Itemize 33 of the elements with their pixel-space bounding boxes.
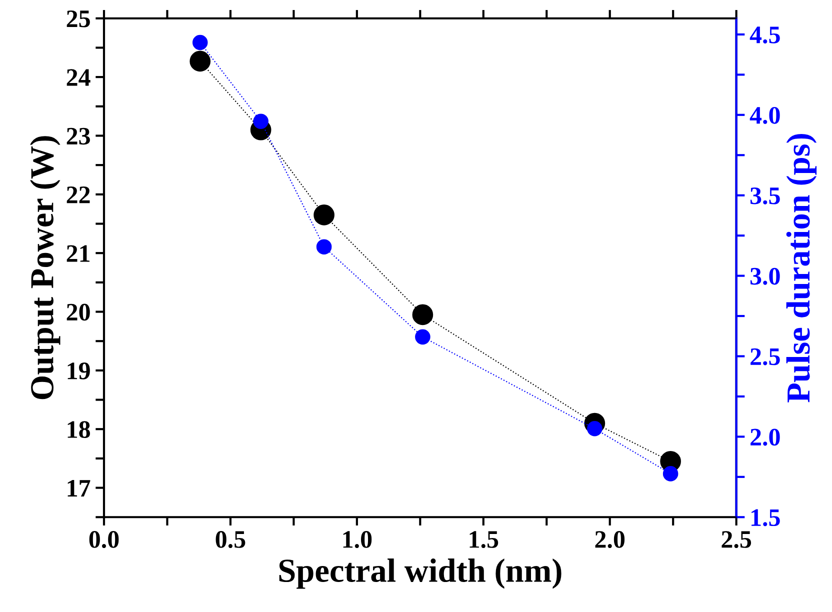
- x-axis-title: Spectral width (nm): [279, 558, 562, 589]
- y2-tick-label: 4.0: [750, 106, 780, 124]
- x-tick-label: 2.5: [722, 531, 752, 548]
- point: [316, 239, 332, 254]
- y-tick-label: 22: [66, 186, 90, 204]
- y2-axis-title: Pulse duration (ps): [786, 134, 817, 402]
- y-tick-label: 18: [68, 421, 90, 438]
- point: [314, 204, 334, 226]
- point: [412, 304, 434, 326]
- y-tick-label: 25: [66, 10, 90, 28]
- x-tick-label: 0.0: [89, 531, 119, 548]
- y2-tick-label: 2.5: [750, 348, 780, 366]
- y-tick-label: 23: [66, 128, 90, 145]
- y2-tick-label: 1.5: [752, 509, 780, 526]
- point: [190, 50, 211, 72]
- y-tick-label: 19: [68, 362, 90, 380]
- y-tick-label: 24: [66, 69, 90, 86]
- x-tick-label: 0.5: [216, 531, 246, 548]
- x-tick-label: 1.0: [343, 531, 372, 548]
- y2-tick-label: 3.5: [750, 187, 780, 204]
- y-axis-title: Output Power (W): [30, 136, 60, 400]
- x-tick-label: 1.5: [470, 531, 498, 548]
- point: [662, 466, 678, 482]
- y2-tick-label: 3.0: [750, 268, 780, 285]
- y-tick-label: 17: [68, 480, 90, 496]
- y2-tick-label: 2.0: [750, 428, 780, 446]
- y-tick-label: 21: [66, 245, 90, 262]
- y-tick-label: 20: [66, 304, 90, 321]
- point: [253, 114, 268, 129]
- y2-tick-label: 4.5: [750, 26, 780, 44]
- point: [415, 329, 430, 345]
- point: [192, 34, 208, 50]
- x-tick-label: 2.0: [595, 531, 625, 548]
